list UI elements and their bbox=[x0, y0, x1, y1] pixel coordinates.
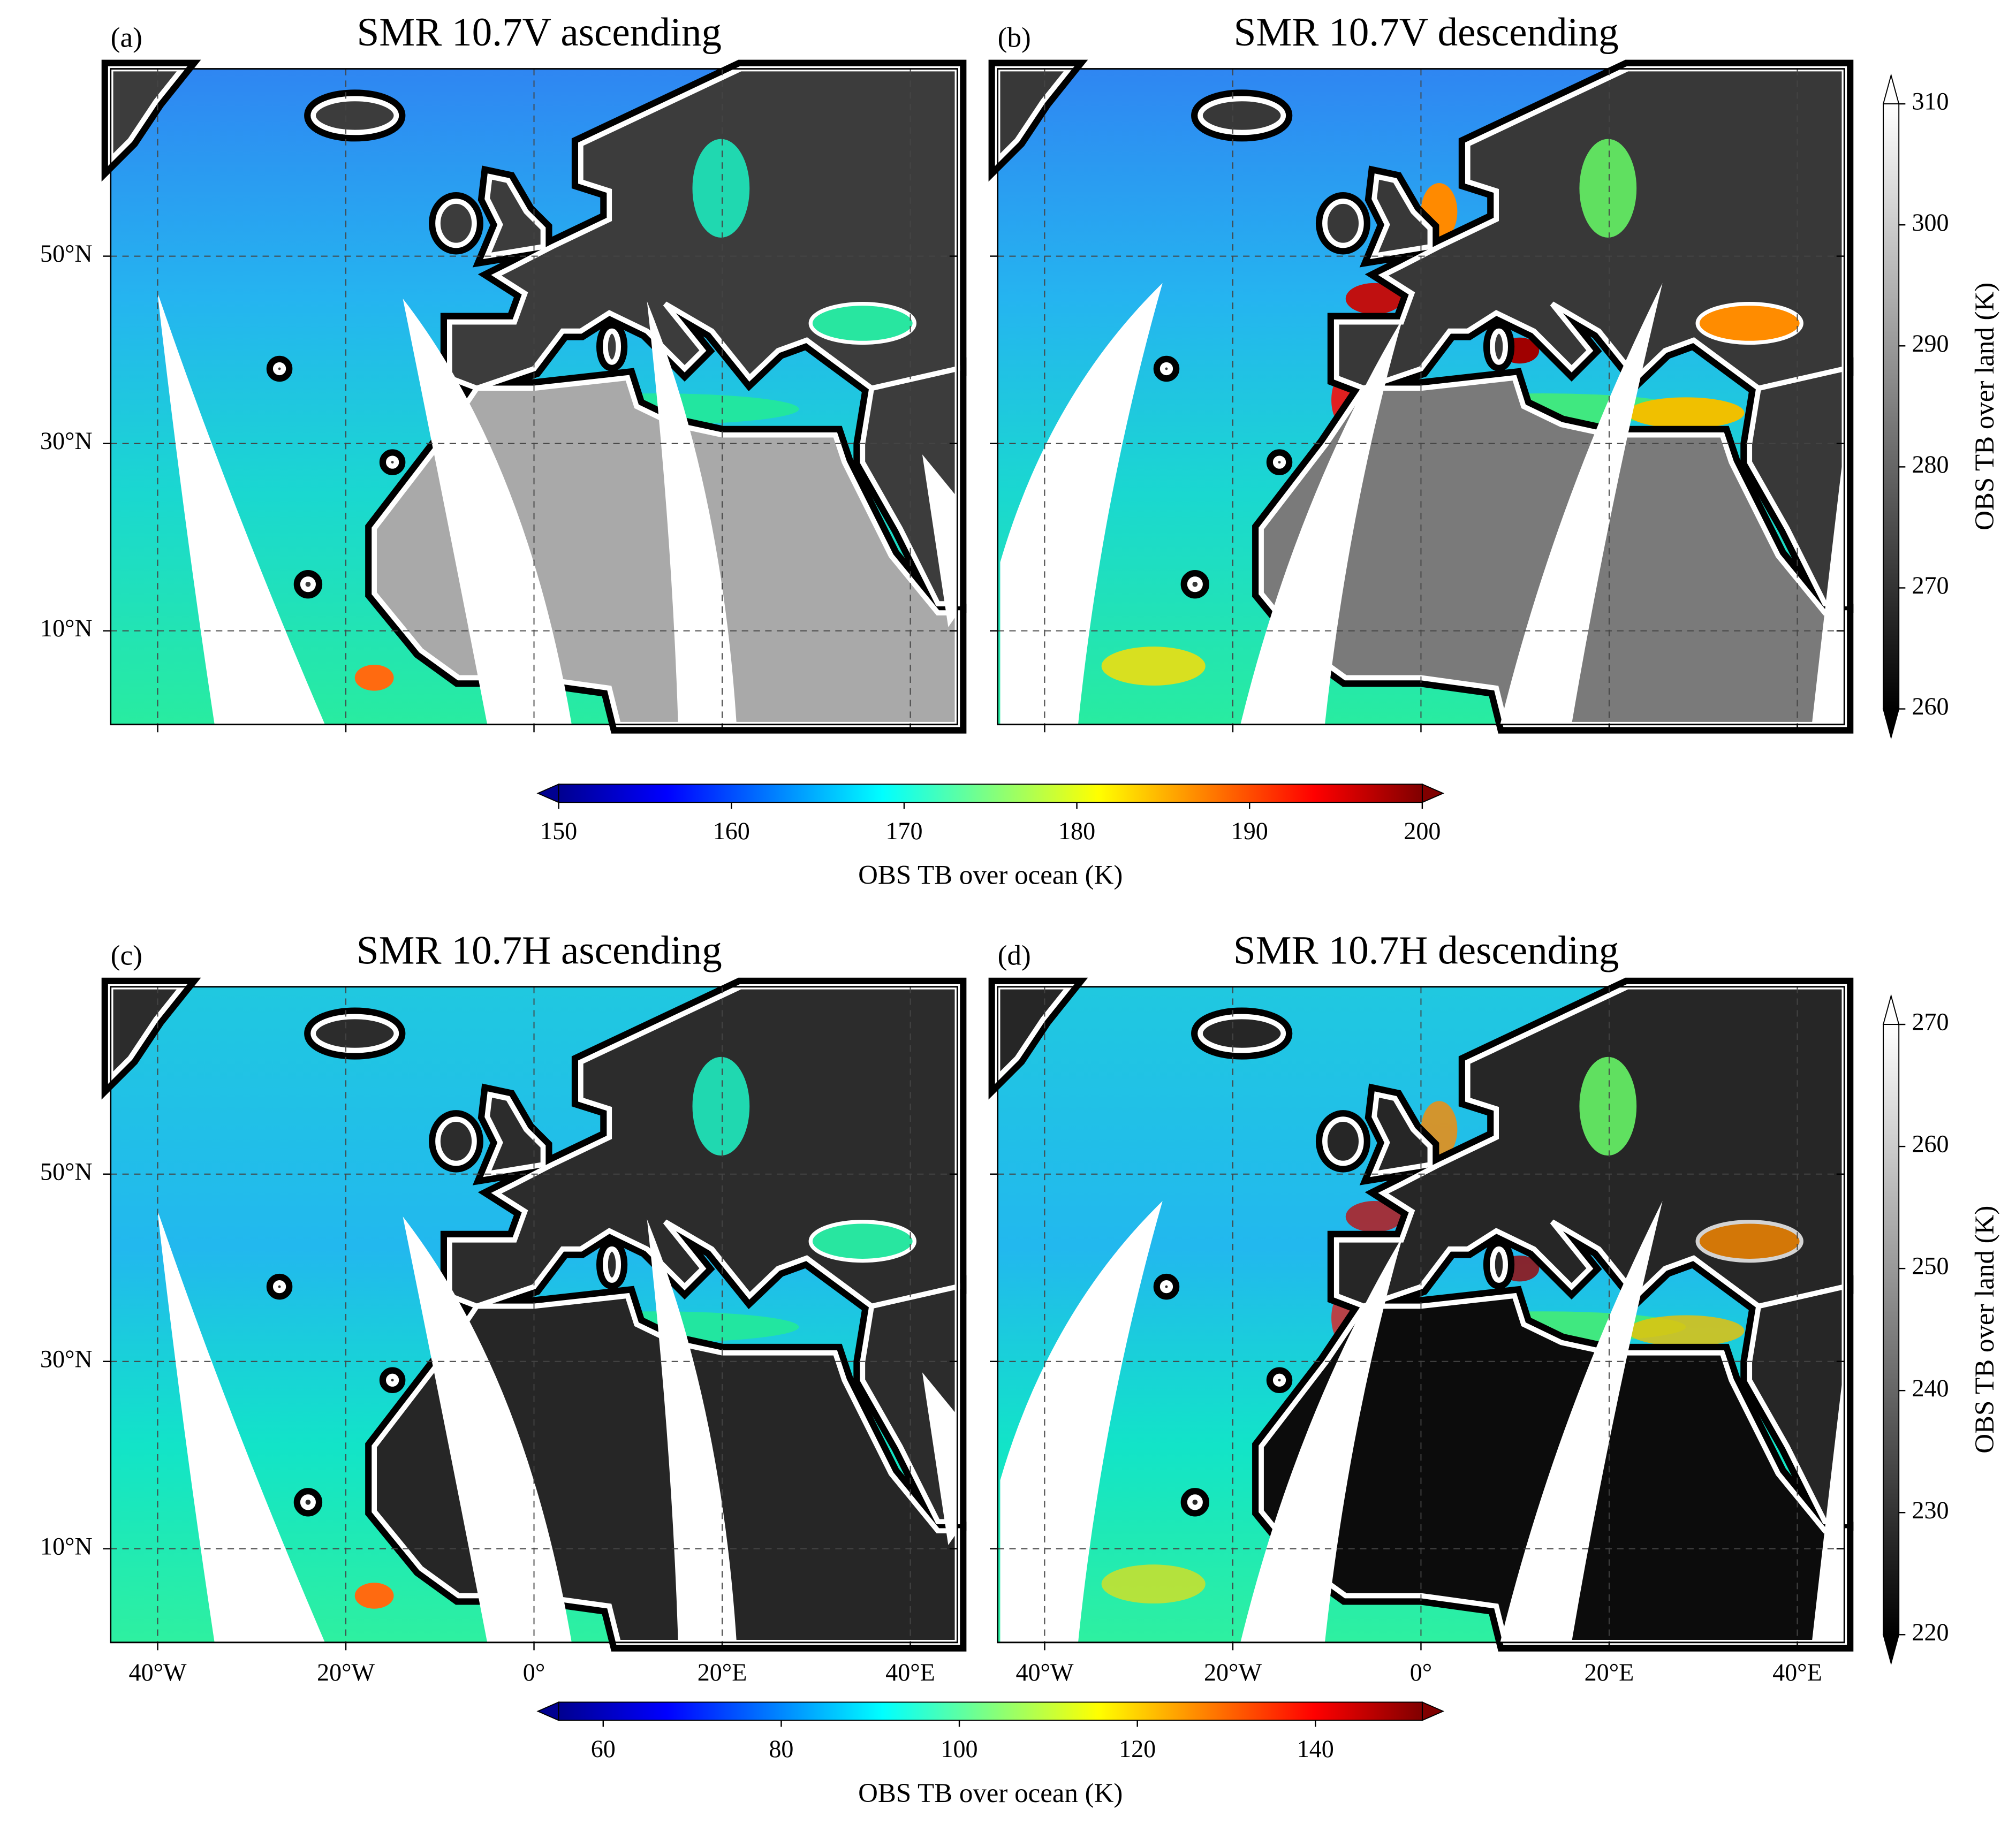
panel-label: (c) bbox=[111, 939, 142, 971]
colorbar-tick-label: 150 bbox=[540, 817, 577, 845]
colorbar-tick-label: 160 bbox=[713, 817, 750, 845]
colorbar-tick-label: 190 bbox=[1231, 817, 1268, 845]
colorbar-tick-label: 60 bbox=[591, 1735, 616, 1762]
x-tick-label: 40°E bbox=[885, 1659, 935, 1686]
colorbar-tick-label: 270 bbox=[1912, 572, 1949, 599]
colorbar-extend bbox=[536, 1701, 559, 1721]
panel-title: SMR 10.7V descending bbox=[1234, 10, 1619, 55]
panel-label: (a) bbox=[111, 21, 142, 53]
colorbar-tick-label: 180 bbox=[1058, 817, 1095, 845]
panel-label: (b) bbox=[998, 21, 1031, 53]
colorbar-extend bbox=[536, 783, 559, 803]
map-panel bbox=[103, 69, 957, 733]
colorbar-tick-label: 270 bbox=[1912, 1008, 1949, 1036]
colorbar-tick-label: 100 bbox=[941, 1735, 977, 1762]
colorbar-extend bbox=[1882, 1634, 1900, 1666]
x-tick-label: 20°W bbox=[317, 1659, 375, 1686]
y-tick-label: 30°N bbox=[40, 427, 93, 454]
colorbar-label: OBS TB over land (K) bbox=[1970, 283, 2000, 530]
colorbar-tick-label: 260 bbox=[1912, 693, 1949, 720]
y-tick-label: 10°N bbox=[40, 614, 93, 642]
panel-title: SMR 10.7H descending bbox=[1233, 928, 1619, 972]
panel-frame bbox=[110, 986, 958, 1644]
colorbar-tick-label: 170 bbox=[885, 817, 922, 845]
x-tick-label: 0° bbox=[523, 1659, 545, 1686]
colorbar-tick-label: 200 bbox=[1404, 817, 1441, 845]
colorbar-tick-label: 310 bbox=[1912, 88, 1949, 115]
x-tick-label: 40°W bbox=[129, 1659, 187, 1686]
colorbar bbox=[558, 1701, 1423, 1721]
colorbar-tick-label: 300 bbox=[1912, 209, 1949, 236]
y-tick-label: 50°N bbox=[40, 240, 93, 267]
panel-title: SMR 10.7H ascending bbox=[357, 928, 722, 972]
x-tick-label: 0° bbox=[1410, 1659, 1432, 1686]
panel-frame bbox=[110, 68, 958, 726]
colorbar-tick-label: 120 bbox=[1119, 1735, 1156, 1762]
colorbar bbox=[1883, 103, 1900, 710]
panel-label: (d) bbox=[998, 939, 1031, 971]
x-tick-label: 20°W bbox=[1204, 1659, 1262, 1686]
map-panel bbox=[990, 987, 1844, 1651]
x-tick-label: 40°W bbox=[1015, 1659, 1074, 1686]
panel-frame bbox=[997, 68, 1845, 726]
colorbar-tick-label: 280 bbox=[1912, 451, 1949, 478]
x-tick-label: 20°E bbox=[1585, 1659, 1634, 1686]
colorbar-tick-label: 230 bbox=[1912, 1496, 1949, 1524]
colorbar-tick-label: 80 bbox=[769, 1735, 793, 1762]
colorbar-extend bbox=[1882, 994, 1900, 1025]
colorbar-extend bbox=[1882, 73, 1900, 105]
x-tick-label: 20°E bbox=[698, 1659, 747, 1686]
colorbar-tick-label: 290 bbox=[1912, 330, 1949, 357]
colorbar-extend bbox=[1421, 1701, 1445, 1721]
map-panel bbox=[990, 69, 1844, 733]
colorbar-tick-label: 220 bbox=[1912, 1618, 1949, 1646]
panel-frame bbox=[997, 986, 1845, 1644]
colorbar-tick-label: 240 bbox=[1912, 1374, 1949, 1402]
y-tick-label: 10°N bbox=[40, 1532, 93, 1560]
panel-title: SMR 10.7V ascending bbox=[357, 10, 722, 55]
x-tick-label: 40°E bbox=[1772, 1659, 1822, 1686]
colorbar-extend bbox=[1882, 708, 1900, 740]
colorbar-extend bbox=[1421, 783, 1445, 803]
y-tick-label: 50°N bbox=[40, 1158, 93, 1185]
colorbar-label: OBS TB over land (K) bbox=[1970, 1206, 2000, 1454]
map-panel bbox=[103, 987, 957, 1651]
colorbar-tick-label: 250 bbox=[1912, 1252, 1949, 1280]
colorbar-label: OBS TB over ocean (K) bbox=[858, 1778, 1123, 1808]
colorbar-label: OBS TB over ocean (K) bbox=[858, 861, 1123, 891]
y-tick-label: 30°N bbox=[40, 1345, 93, 1372]
colorbar bbox=[1883, 1024, 1900, 1636]
colorbar bbox=[558, 784, 1423, 803]
colorbar-tick-label: 140 bbox=[1297, 1735, 1334, 1762]
colorbar-tick-label: 260 bbox=[1912, 1130, 1949, 1158]
